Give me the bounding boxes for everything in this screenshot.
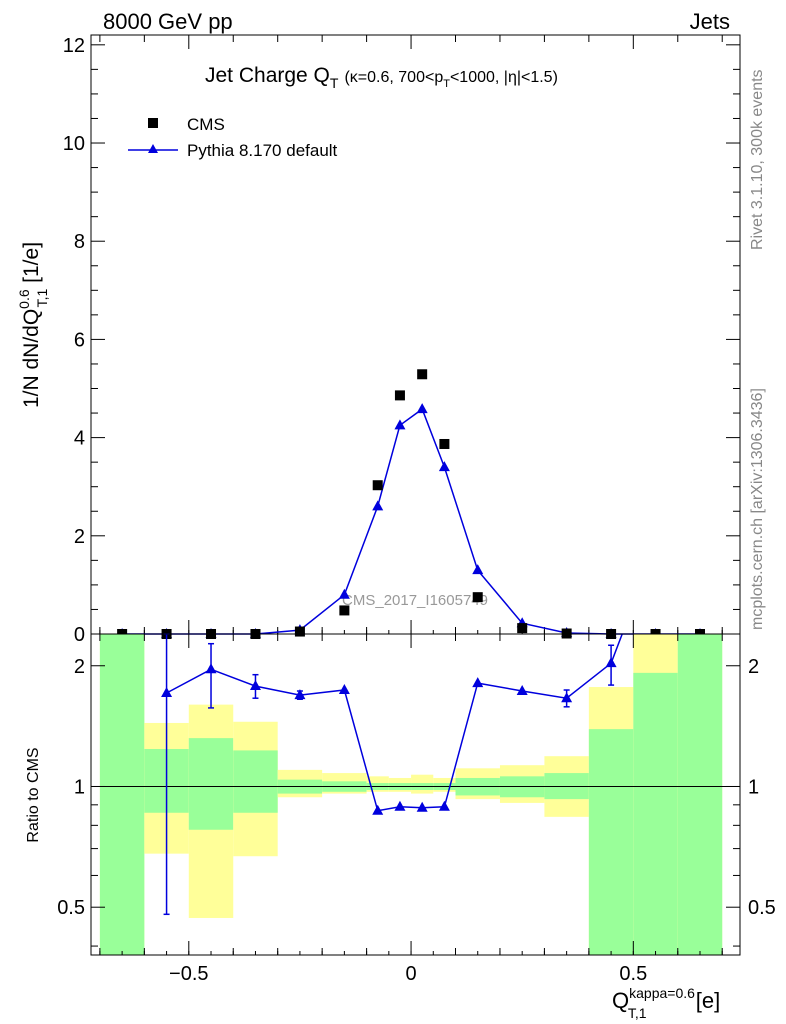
legend-cms-label: CMS <box>187 115 225 134</box>
ratio-pythia-point <box>372 804 384 815</box>
ratio-y-tick-label: 0.5 <box>57 897 85 919</box>
ratio-y-tick-label: 1 <box>74 776 85 798</box>
ratio-pythia-point <box>294 689 306 700</box>
ratio-pythia-point <box>249 680 261 691</box>
ratio-pythia-point <box>338 684 350 695</box>
ratio-y-tick-label-right: 0.5 <box>748 897 776 919</box>
cms-point <box>439 438 450 449</box>
ylabel-sup: 0.6 <box>16 289 32 309</box>
title-main: Jet Charge Q <box>205 64 330 87</box>
legend-cms-marker <box>148 118 158 128</box>
pythia-point <box>338 588 350 599</box>
ratio-pythia-point <box>516 685 528 696</box>
x-tick-label: 0 <box>405 963 416 985</box>
ratio-band-inner <box>677 634 723 955</box>
legend-pythia-label: Pythia 8.170 default <box>187 141 338 160</box>
pythia-point <box>416 403 428 414</box>
ratio-plot-frame <box>90 633 741 956</box>
x-tick-label: −0.5 <box>169 963 208 985</box>
main-y-tick-label: 0 <box>74 624 85 646</box>
header-right: Jets <box>690 9 730 34</box>
ratio-band-inner <box>588 729 634 955</box>
main-y-tick-label: 12 <box>63 35 85 57</box>
xlabel-main: Q <box>612 988 629 1013</box>
ratio-band-inner <box>99 634 145 955</box>
ratio-pythia-point <box>438 800 450 811</box>
main-y-tick-label: 2 <box>74 526 85 548</box>
xlabel-unit: [e] <box>690 988 721 1013</box>
pythia-point <box>372 500 384 511</box>
mcplots-label: mcplots.cern.ch [arXiv:1306.3436] <box>749 388 766 630</box>
ratio-pythia-markers <box>161 657 617 815</box>
pythia-point <box>394 419 406 430</box>
pythia-point <box>438 461 450 472</box>
ratio-x-ticks: −0.5 0 0.5 <box>99 634 723 985</box>
main-y-tick-label: 4 <box>74 428 85 450</box>
cms-point <box>472 592 483 603</box>
main-y-tick-label: 6 <box>74 329 85 351</box>
cms-point <box>394 390 405 401</box>
legend-pythia-marker <box>148 144 158 153</box>
xlabel-sup: kappa=0.6 <box>629 985 695 1001</box>
ratio-y-ticks: 0.5 0.5 1 1 2 2 <box>57 656 776 947</box>
legend: CMS Pythia 8.170 default <box>128 115 338 160</box>
watermark: CMS_2017_I1605749 <box>342 592 488 609</box>
ratio-y-tick-label-right: 2 <box>748 656 759 678</box>
ratio-pythia-point <box>161 687 173 698</box>
title-cond-end: <1000, |η|<1.5) <box>450 69 558 86</box>
chart-title: Jet Charge QT (κ=0.6, 700<pT<1000, |η|<1.… <box>205 64 558 91</box>
ratio-band-inner <box>188 738 234 830</box>
ratio-pythia-line <box>166 633 623 812</box>
rivet-label: Rivet 3.1.10, 300k events <box>749 69 766 250</box>
main-y-tick-label: 8 <box>74 231 85 253</box>
title-cond: (κ=0.6, 700<p <box>344 69 443 86</box>
ratio-pythia-point <box>561 692 573 703</box>
main-y-tick-label: 10 <box>63 133 85 155</box>
ylabel-post: [1/e] <box>20 242 43 289</box>
main-plot-panel: 0 2 4 6 8 10 12 CMS_2017_I1605749 Jet Charge Q… <box>16 34 741 646</box>
ylabel-pre: 1/N dN/dQ <box>20 309 43 408</box>
main-y-axis-label: 1/N dN/dQ0.6 T,1 [1/e] <box>16 242 50 408</box>
title-cond-sub: T <box>443 78 450 90</box>
x-tick-label: 0.5 <box>619 963 647 985</box>
ratio-pythia-point <box>205 663 217 674</box>
cms-point <box>294 626 305 637</box>
ratio-pythia-point <box>472 677 484 688</box>
x-axis-label: Qkappa=0.6 T,1 [e] <box>612 985 720 1021</box>
ratio-band-inner <box>633 672 678 955</box>
cms-point <box>517 623 528 634</box>
ratio-y-tick-label-right: 1 <box>748 776 759 798</box>
ratio-pythia-point <box>416 801 428 812</box>
xlabel-sub: T,1 <box>628 1005 647 1021</box>
cms-point <box>417 369 428 380</box>
title-sub: T <box>330 75 339 91</box>
ratio-pythia-point <box>394 800 406 811</box>
cms-point <box>372 480 383 491</box>
ratio-uncertainty-bands <box>99 634 723 955</box>
header-left: 8000 GeV pp <box>103 9 233 34</box>
ylabel-sub: T,1 <box>34 288 50 307</box>
ratio-y-axis-label: Ratio to CMS <box>25 747 42 842</box>
ratio-y-tick-label: 2 <box>74 656 85 678</box>
main-y-ticks: 0 2 4 6 8 10 12 <box>63 35 740 646</box>
ratio-band-inner <box>233 750 278 813</box>
ratio-plot-panel: 0.5 0.5 1 1 2 2 −0.5 0 0.5 Ratio to CMS Qkappa=… <box>25 633 776 1021</box>
ratio-pythia-point <box>605 657 617 668</box>
cms-point <box>339 605 350 616</box>
pythia-point <box>472 564 484 575</box>
